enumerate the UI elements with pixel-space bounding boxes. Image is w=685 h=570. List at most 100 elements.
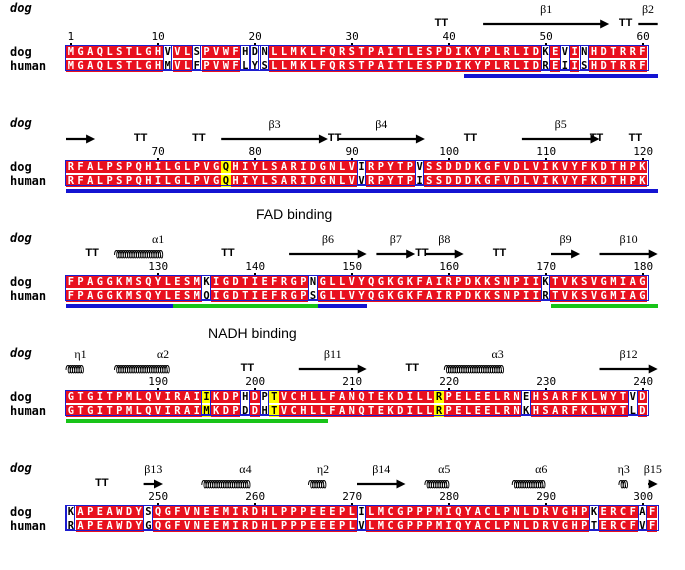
residue: L (511, 60, 522, 72)
residue: A (182, 405, 192, 417)
residue: T (618, 391, 628, 403)
turn-label: TT (133, 132, 148, 144)
position-number: 140 (245, 260, 266, 273)
residue: P (414, 520, 425, 532)
residue: A (627, 290, 638, 302)
residue: M (221, 506, 231, 518)
alpha-helix-coil (424, 480, 450, 489)
residue: V (550, 520, 561, 532)
beta-strand-arrowhead (406, 249, 416, 259)
residue: L (589, 405, 599, 417)
residue: M (201, 405, 212, 417)
residue: L (162, 161, 173, 173)
residue: G (104, 290, 115, 302)
alignment-block-frame (65, 275, 649, 301)
residue: M (124, 405, 134, 417)
residue: Q (453, 506, 464, 518)
residue: R (337, 60, 347, 72)
residue: M (288, 60, 299, 72)
residue: G (317, 290, 328, 302)
position-number: 180 (633, 260, 654, 273)
residue: N (346, 391, 357, 403)
residue: F (637, 46, 648, 58)
residue: Y (133, 506, 144, 518)
residue: E (317, 506, 328, 518)
residue: P (279, 506, 289, 518)
residue: A (75, 520, 86, 532)
position-number: 80 (248, 145, 262, 158)
residue: L (182, 175, 192, 187)
residue: D (250, 405, 260, 417)
residue: L (337, 276, 347, 288)
residue: G (211, 161, 221, 173)
residue: E (259, 290, 270, 302)
residue: E (308, 520, 318, 532)
residue: T (395, 175, 406, 187)
residue: L (492, 391, 502, 403)
residue: P (511, 290, 522, 302)
residue: K (569, 276, 580, 288)
residue: R (618, 46, 628, 58)
beta-strand-arrowhead (396, 479, 406, 489)
residue: P (376, 161, 386, 173)
residue: H (298, 405, 309, 417)
residue: P (366, 46, 376, 58)
residue: D (124, 506, 134, 518)
residue: L (492, 60, 502, 72)
residue: L (463, 391, 473, 403)
position-number: 110 (536, 145, 557, 158)
residue: D (511, 175, 522, 187)
residue: H (531, 391, 541, 403)
residue: Y (569, 161, 580, 173)
residue: H (618, 161, 628, 173)
residue: I (443, 506, 454, 518)
turn-label: TT (618, 17, 633, 29)
residue: V (589, 290, 599, 302)
residue: D (531, 46, 541, 58)
residue: P (124, 161, 134, 173)
residue: E (598, 506, 609, 518)
residue: P (191, 175, 202, 187)
residue: N (327, 175, 338, 187)
residue: K (463, 60, 473, 72)
residue: I (298, 161, 309, 173)
position-number: 30 (345, 30, 359, 43)
residue: P (579, 506, 590, 518)
alignment-block-frame (65, 160, 649, 186)
residue: A (472, 520, 483, 532)
ss-element-label: β6 (321, 232, 334, 246)
residue: S (269, 175, 280, 187)
residue: I (356, 506, 367, 518)
residue: I (540, 175, 551, 187)
residue: I (405, 391, 415, 403)
residue: R (627, 46, 638, 58)
position-number: 70 (151, 145, 165, 158)
residue: R (540, 520, 551, 532)
residue: P (75, 276, 86, 288)
residue: V (346, 161, 357, 173)
residue: K (472, 276, 483, 288)
position-tick (545, 503, 548, 505)
residue: D (443, 161, 454, 173)
position-number: 230 (536, 375, 557, 388)
alpha-helix-coil (618, 480, 628, 489)
beta-strand-arrowhead (357, 249, 367, 259)
residue: D (124, 520, 134, 532)
binding-bar-green (66, 419, 328, 423)
residue: H (230, 161, 241, 173)
residue: H (153, 46, 163, 58)
ss-element-label: α1 (151, 232, 165, 246)
residue: T (124, 60, 134, 72)
residue: N (308, 276, 318, 288)
residue: V (589, 276, 599, 288)
residue: V (501, 175, 512, 187)
residue: I (211, 290, 221, 302)
residue: V (182, 506, 192, 518)
residue: W (114, 520, 125, 532)
residue: N (511, 405, 522, 417)
residue: Y (356, 290, 367, 302)
residue: V (279, 391, 289, 403)
residue: P (424, 520, 435, 532)
residue: I (521, 46, 531, 58)
